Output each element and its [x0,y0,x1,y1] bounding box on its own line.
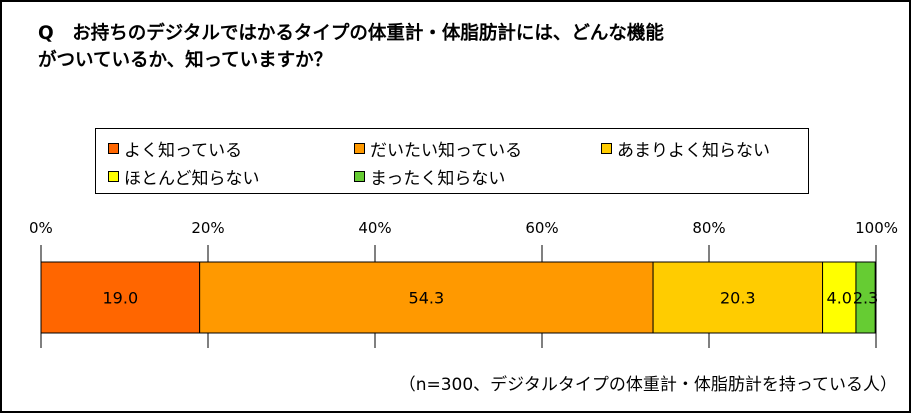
x-tick-label-1: 20% [191,219,224,237]
title-line-2: がついているか、知っていますか？ [38,50,333,71]
sample-note: （n=300、デジタルタイプの体重計・体脂肪計を持っている人） [398,375,897,395]
legend-label-5: まったく知らない [370,168,506,189]
bar-segments [40,261,876,334]
bar-segment-1 [40,261,201,334]
legend-label-1: よく知っている [124,140,243,161]
legend-swatch-4 [108,170,119,182]
data-label-2: 54.3 [409,289,445,308]
legend-label-4: ほとんど知らない [124,168,260,189]
data-label-4: 4.0 [827,289,852,308]
x-tick-label-4: 80% [692,219,725,237]
data-label-3: 20.3 [720,289,756,308]
legend-item-1: よく知っている [108,136,243,161]
legend-item-3: あまりよく知らない [601,136,770,161]
legend-label-3: あまりよく知らない [617,140,770,161]
legend-label-2: だいたい知っている [370,140,523,161]
chart-title: Q お持ちのデジタルではかるタイプの体重計・体脂肪計には、どんな機能 がついてい… [38,20,878,74]
x-tick-label-0: 0% [29,219,53,237]
legend-item-5: まったく知らない [354,164,506,189]
x-tick-label-2: 40% [358,219,391,237]
data-label-1: 19.0 [103,289,139,308]
data-label-5: 2.3 [853,289,878,308]
legend: よく知っている だいたい知っている あまりよく知らない ほとんど知らない まった… [95,128,809,194]
bar-segment-2 [199,261,654,334]
legend-swatch-2 [354,142,365,154]
legend-item-2: だいたい知っている [354,136,523,161]
legend-swatch-5 [354,170,365,182]
data-labels: 19.0 54.3 20.3 4.0 2.3 [103,289,879,308]
legend-swatch-1 [108,142,119,154]
x-tick-label-3: 60% [525,219,558,237]
legend-swatch-3 [601,142,612,154]
bar-segment-4 [822,261,857,334]
x-axis-ticks: 0% 20% 40% 60% 80% 100% [29,219,898,237]
title-line-1: Q お持ちのデジタルではかるタイプの体重計・体脂肪計には、どんな機能 [38,23,664,44]
legend-item-4: ほとんど知らない [108,164,260,189]
x-tick-label-5: 100% [855,219,898,237]
bar-segment-5 [855,261,876,334]
